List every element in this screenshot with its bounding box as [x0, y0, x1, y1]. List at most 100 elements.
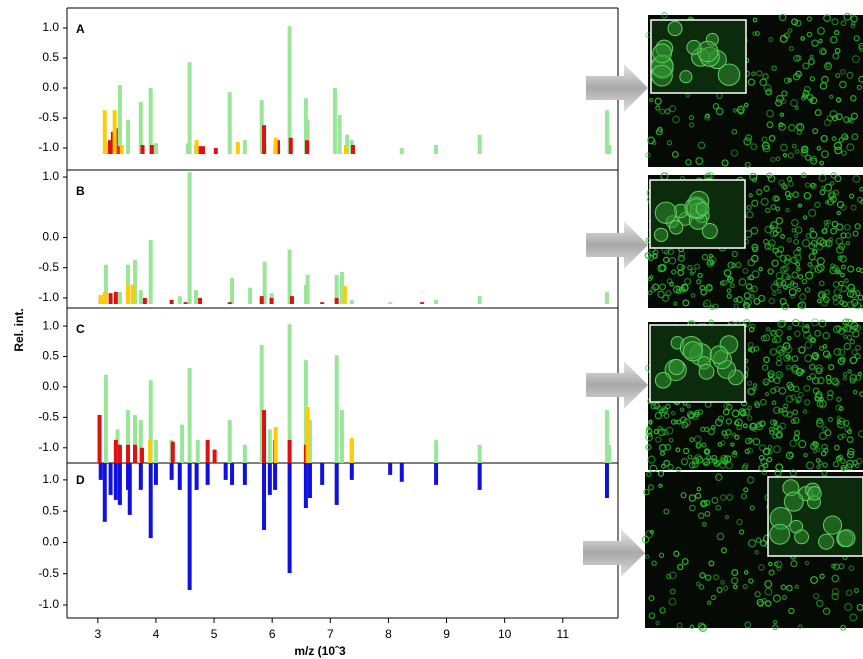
cell [849, 339, 855, 345]
bar [187, 368, 192, 463]
cell [762, 378, 770, 386]
cell-zoom [709, 345, 729, 365]
cell [647, 136, 656, 145]
cell [787, 152, 794, 159]
spectra: A 1.0 0.5 0.0 -0.5 -1.0 Rel. int. B 1.0 0.0 -0.5 -1… [12, 7, 619, 658]
cell [851, 55, 861, 64]
cell [774, 196, 780, 202]
cell [658, 552, 665, 558]
cell [827, 416, 834, 423]
cell [822, 462, 828, 468]
cell [859, 186, 863, 192]
cell [812, 387, 820, 395]
cell [793, 233, 799, 239]
cell [795, 368, 804, 376]
bar [177, 463, 182, 490]
cell [778, 387, 787, 395]
cell [841, 150, 847, 156]
bar [201, 146, 206, 154]
y-tick-label: -0.5 [38, 566, 59, 580]
cell [673, 550, 680, 557]
cell [819, 189, 826, 196]
bar [105, 143, 110, 154]
cell [648, 595, 655, 602]
cell [794, 330, 801, 337]
cell [708, 319, 714, 325]
cell [830, 227, 837, 235]
cell [750, 143, 758, 151]
cell [763, 185, 770, 192]
bar [339, 271, 344, 304]
cell [664, 249, 670, 255]
cell [806, 375, 812, 381]
cell [810, 442, 818, 450]
cell [821, 443, 828, 451]
cell [823, 14, 831, 23]
cell [800, 172, 807, 178]
bar [126, 119, 131, 154]
cell [709, 304, 715, 311]
cell [774, 469, 782, 477]
cell [809, 267, 817, 274]
bar [194, 290, 199, 304]
cell [824, 200, 830, 205]
cell [788, 46, 794, 52]
cell [833, 141, 842, 151]
bar [262, 261, 267, 304]
bar [133, 259, 138, 304]
cell [751, 71, 756, 77]
bar [139, 447, 144, 463]
cell [758, 564, 765, 571]
cell [836, 210, 841, 216]
bar [117, 444, 122, 463]
cell [845, 463, 853, 471]
bar [307, 463, 312, 499]
cell [764, 392, 770, 397]
cell [835, 404, 842, 411]
cell [676, 622, 683, 629]
cell [774, 560, 783, 569]
cell [792, 191, 799, 198]
bar [205, 439, 210, 463]
cell [707, 428, 715, 436]
cell [751, 270, 760, 279]
cell [657, 264, 666, 273]
cell-zoom [794, 529, 810, 545]
bar [102, 463, 107, 522]
cell [846, 450, 855, 459]
cell [796, 246, 801, 252]
cell-zoom [701, 223, 718, 240]
cell [695, 157, 704, 165]
cell [748, 193, 753, 198]
bar [103, 374, 108, 463]
cell [846, 334, 853, 341]
cell [720, 547, 727, 554]
cell [780, 234, 786, 239]
x-tick-label: 6 [269, 627, 276, 641]
cell [835, 113, 843, 121]
cell [816, 298, 822, 304]
cell [800, 95, 807, 101]
cell [802, 215, 808, 220]
bar [303, 463, 308, 509]
cell [688, 115, 695, 121]
cell [738, 529, 745, 535]
cell [790, 293, 796, 299]
bar [187, 463, 192, 590]
cell-zoom [837, 529, 856, 548]
cell [766, 456, 773, 463]
cell [814, 201, 821, 208]
cell [747, 347, 753, 353]
cell [771, 337, 778, 344]
bar [223, 463, 228, 480]
cell [801, 278, 808, 285]
cell [859, 391, 863, 397]
bar [339, 410, 344, 463]
cell [659, 108, 666, 115]
cell [753, 400, 760, 406]
bar [138, 290, 143, 304]
cell [819, 160, 825, 166]
cell [804, 182, 811, 188]
cell [729, 283, 735, 289]
cell [736, 296, 743, 304]
